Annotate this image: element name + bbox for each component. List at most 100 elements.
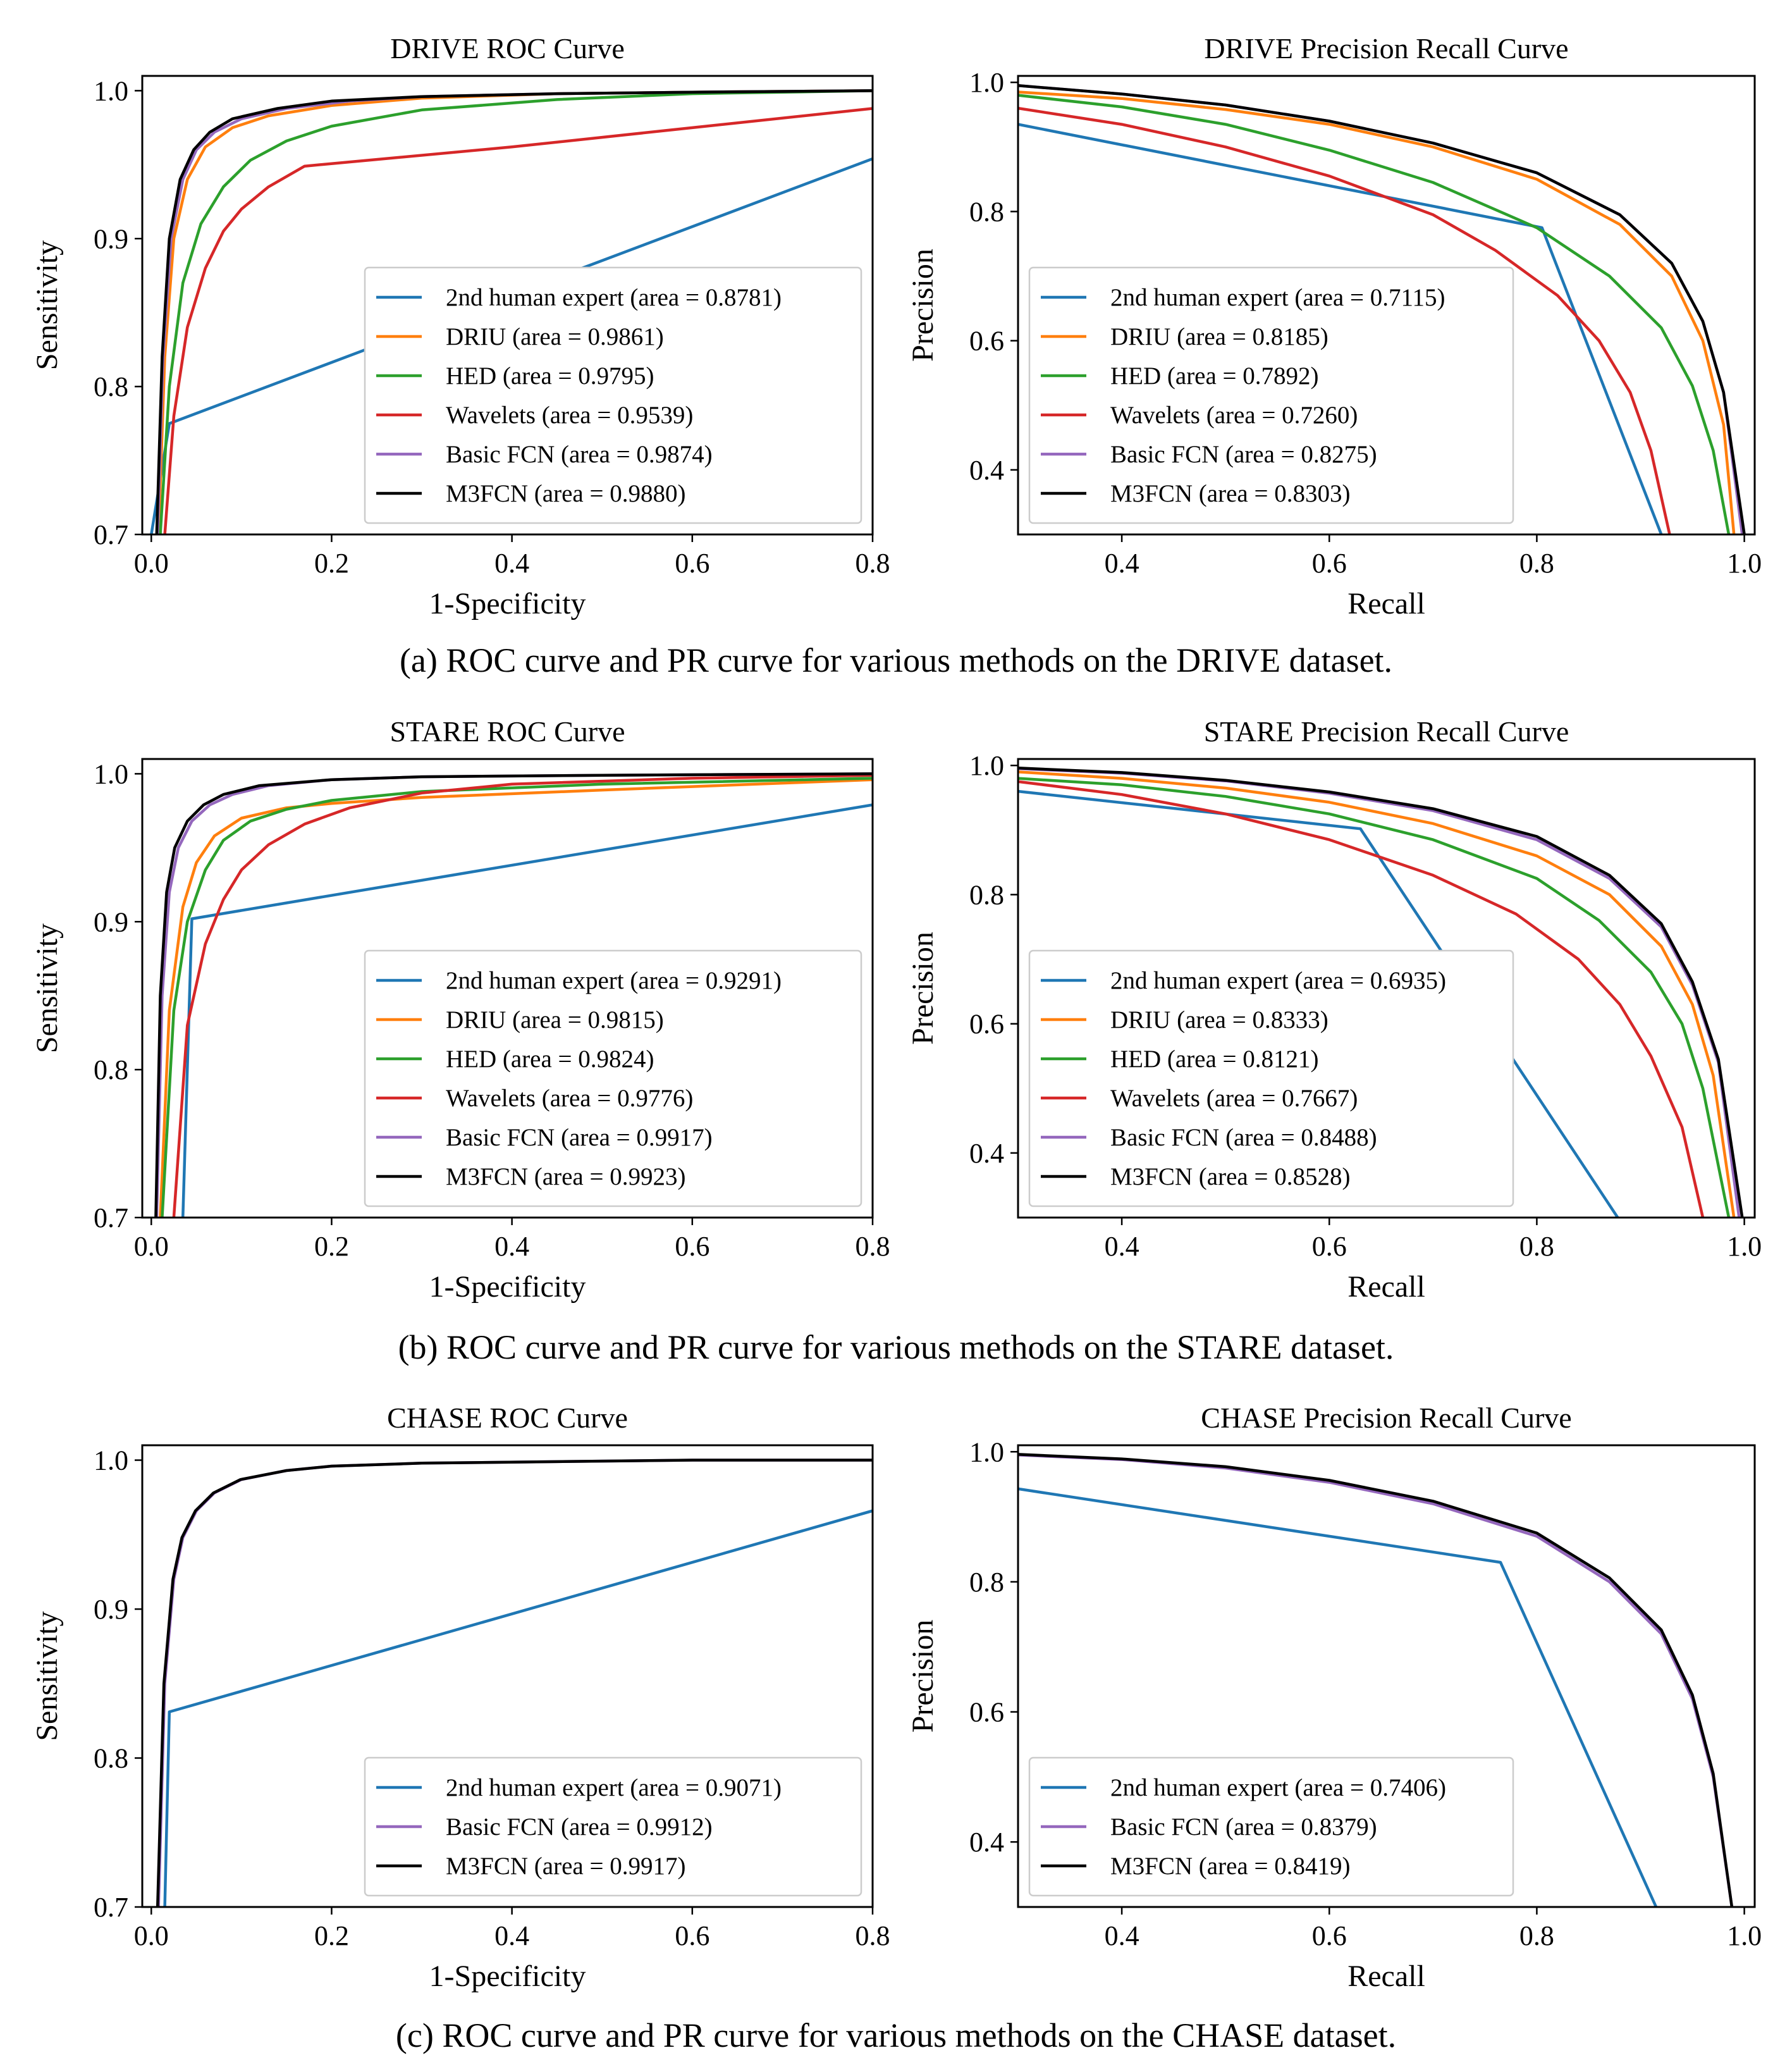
chart-5-legend-label-basic-fcn: Basic FCN (area = 0.9912) [446,1813,713,1841]
chart-4-xtick-label: 1.0 [1727,1231,1762,1262]
chart-3-ytick-label: 1.0 [94,758,128,789]
chart-5-series-group [156,1459,873,1907]
chart-6: CHASE Precision Recall Curve 0.4 0.6 0.8 1.0… [906,1402,1762,1993]
chart-5-legend-box [364,1756,862,1897]
chart-2-xtick-label: 1.0 [1727,548,1762,579]
chart-4-ytick-label: 0.4 [969,1138,1004,1169]
chart-2-series-group [1018,84,1746,534]
chart-4-series-driu [1018,770,1736,1218]
chart-3-legend-label-hed: HED (area = 0.9824) [446,1046,654,1073]
chart-4-legend-box [1028,949,1514,1207]
chart-4-legend-label-m3fcn: M3FCN (area = 0.8528) [1110,1163,1350,1190]
chart-6-series-2nd-human-expert [1018,1487,1658,1907]
chart-3-legend-label-m3fcn: M3FCN (area = 0.9923) [446,1163,685,1190]
chart-3-series-driu [159,778,873,1218]
chart-6-frame [1017,1444,1756,1908]
chart-2-xlabel: Recall [1347,587,1425,620]
chart-4-legend: 2nd human expert (area = 0.6935) DRIU (ar… [1028,949,1514,1207]
chart-6-xtick-label: 0.8 [1519,1920,1554,1951]
chart-5-legend-label-2nd-human-expert: 2nd human expert (area = 0.9071) [446,1774,782,1801]
chart-2-series-wavelets [1018,106,1671,534]
chart-1-ytick-label: 1.0 [94,75,128,106]
chart-3-legend-box [364,949,862,1207]
chart-3-xtick-label: 0.8 [856,1231,890,1262]
chart-2: DRIVE Precision Recall Curve 0.4 0.6 0.8 1.0… [906,32,1762,620]
chart-5-xtick-label: 0.4 [494,1920,529,1951]
chart-2-series-hed [1018,94,1731,534]
chart-4-legend-label-wavelets: Wavelets (area = 0.7667) [1110,1085,1358,1112]
chart-6-legend-label-2nd-human-expert: 2nd human expert (area = 0.7406) [1110,1774,1446,1801]
chart-5-ylabel: Sensitivity [30,1611,64,1741]
chart-5-series-2nd-human-expert [163,1509,873,1907]
chart-3-legend-label-driu: DRIU (area = 0.9815) [446,1006,664,1034]
chart-4-xtick-label: 0.8 [1519,1231,1554,1262]
chart-4-legend-label-hed: HED (area = 0.8121) [1110,1046,1319,1073]
chart-1-legend-label-m3fcn: M3FCN (area = 0.9880) [446,480,685,507]
chart-2-xtick-label: 0.4 [1105,548,1139,579]
chart-2-legend-label-hed: HED (area = 0.7892) [1110,362,1319,390]
chart-2-title: DRIVE Precision Recall Curve [1204,32,1568,65]
chart-5-frame [141,1444,874,1908]
chart-1-ytick-label: 0.9 [94,223,128,254]
chart-6-xtick-label: 0.6 [1312,1920,1347,1951]
chart-4-legend-label-driu: DRIU (area = 0.8333) [1110,1006,1329,1034]
chart-2-ytick-label: 0.4 [969,455,1004,486]
chart-1-xtick-label: 0.0 [134,548,169,579]
chart-2-ylabel: Precision [906,249,940,362]
chart-2-legend: 2nd human expert (area = 0.7115) DRIU (ar… [1028,266,1514,524]
chart-2-legend-label-2nd-human-expert: 2nd human expert (area = 0.7115) [1110,284,1445,311]
chart-2-legend-label-m3fcn: M3FCN (area = 0.8303) [1110,480,1350,507]
chart-3-title: STARE ROC Curve [390,715,625,748]
chart-4-xlabel: Recall [1347,1270,1425,1304]
chart-5-xtick-label: 0.0 [134,1920,169,1951]
chart-6-xtick-label: 0.4 [1105,1920,1139,1951]
chart-4-title: STARE Precision Recall Curve [1204,715,1569,748]
chart-1-ylabel: Sensitivity [30,240,64,370]
chart-1-legend: 2nd human expert (area = 0.8781) DRIU (ar… [364,266,862,524]
chart-5-legend: 2nd human expert (area = 0.9071) Basic FC… [364,1756,862,1897]
chart-6-legend-box [1028,1756,1514,1897]
chart-6-ytick-label: 0.4 [969,1827,1004,1858]
chart-1-series-m3fcn [155,89,873,534]
chart-3-xtick-label: 0.6 [675,1231,709,1262]
chart-6-xtick-label: 1.0 [1727,1920,1762,1951]
chart-2-frame [1017,75,1756,536]
chart-5-series-m3fcn [156,1459,873,1907]
chart-3-legend-label-wavelets: Wavelets (area = 0.9776) [446,1085,693,1112]
chart-3-frame [141,758,874,1219]
chart-5-ytick-label: 0.9 [94,1594,128,1625]
chart-6-xlabel: Recall [1347,1959,1425,1993]
chart-1-legend-label-wavelets: Wavelets (area = 0.9539) [446,402,693,429]
chart-2-legend-label-driu: DRIU (area = 0.8185) [1110,323,1329,350]
chart-3-xlabel: 1-Specificity [429,1270,586,1304]
chart-6-legend: 2nd human expert (area = 0.7406) Basic FC… [1028,1756,1514,1897]
chart-5-xtick-label: 0.6 [675,1920,709,1951]
chart-3-ytick-label: 0.7 [94,1202,128,1233]
chart-3-series-group [154,772,873,1218]
chart-5-xtick-label: 0.8 [856,1920,890,1951]
chart-4-ytick-label: 0.8 [969,879,1004,910]
chart-1-legend-label-hed: HED (area = 0.9795) [446,362,654,390]
chart-6-series-group [1018,1453,1734,1907]
chart-2-ytick-label: 0.6 [969,326,1004,357]
chart-1-series-wavelets [163,107,873,534]
chart-1: DRIVE ROC Curve 0.0 0.2 0.4 0.6 0.8 0.7 0.8 0.9 1… [30,32,890,620]
chart-5: CHASE ROC Curve 0.0 0.2 0.4 0.6 0.8 0.7 0.8 0.9 1… [30,1402,890,1993]
chart-3-series-m3fcn [154,772,873,1218]
chart-3-series-2nd-human-expert [181,803,873,1218]
chart-4-frame [1017,758,1756,1219]
chart-1-series-group [150,89,873,534]
chart-1-legend-label-2nd-human-expert: 2nd human expert (area = 0.8781) [446,284,782,311]
chart-2-series-m3fcn [1018,84,1746,534]
chart-4-series-m3fcn [1018,767,1744,1218]
chart-2-series-2nd-human-expert [1018,123,1663,534]
chart-3-ytick-label: 0.8 [94,1054,128,1085]
chart-3-legend-label-basic-fcn: Basic FCN (area = 0.9917) [446,1124,713,1151]
chart-2-ytick-label: 0.8 [969,196,1004,227]
chart-5-legend-label-m3fcn: M3FCN (area = 0.9917) [446,1853,685,1880]
chart-1-ytick-label: 0.8 [94,371,128,402]
chart-1-ytick-label: 0.7 [94,519,128,550]
chart-3-legend-label-2nd-human-expert: 2nd human expert (area = 0.9291) [446,967,782,994]
chart-1-legend-label-basic-fcn: Basic FCN (area = 0.9874) [446,441,713,468]
chart-6-ytick-label: 1.0 [969,1436,1004,1467]
